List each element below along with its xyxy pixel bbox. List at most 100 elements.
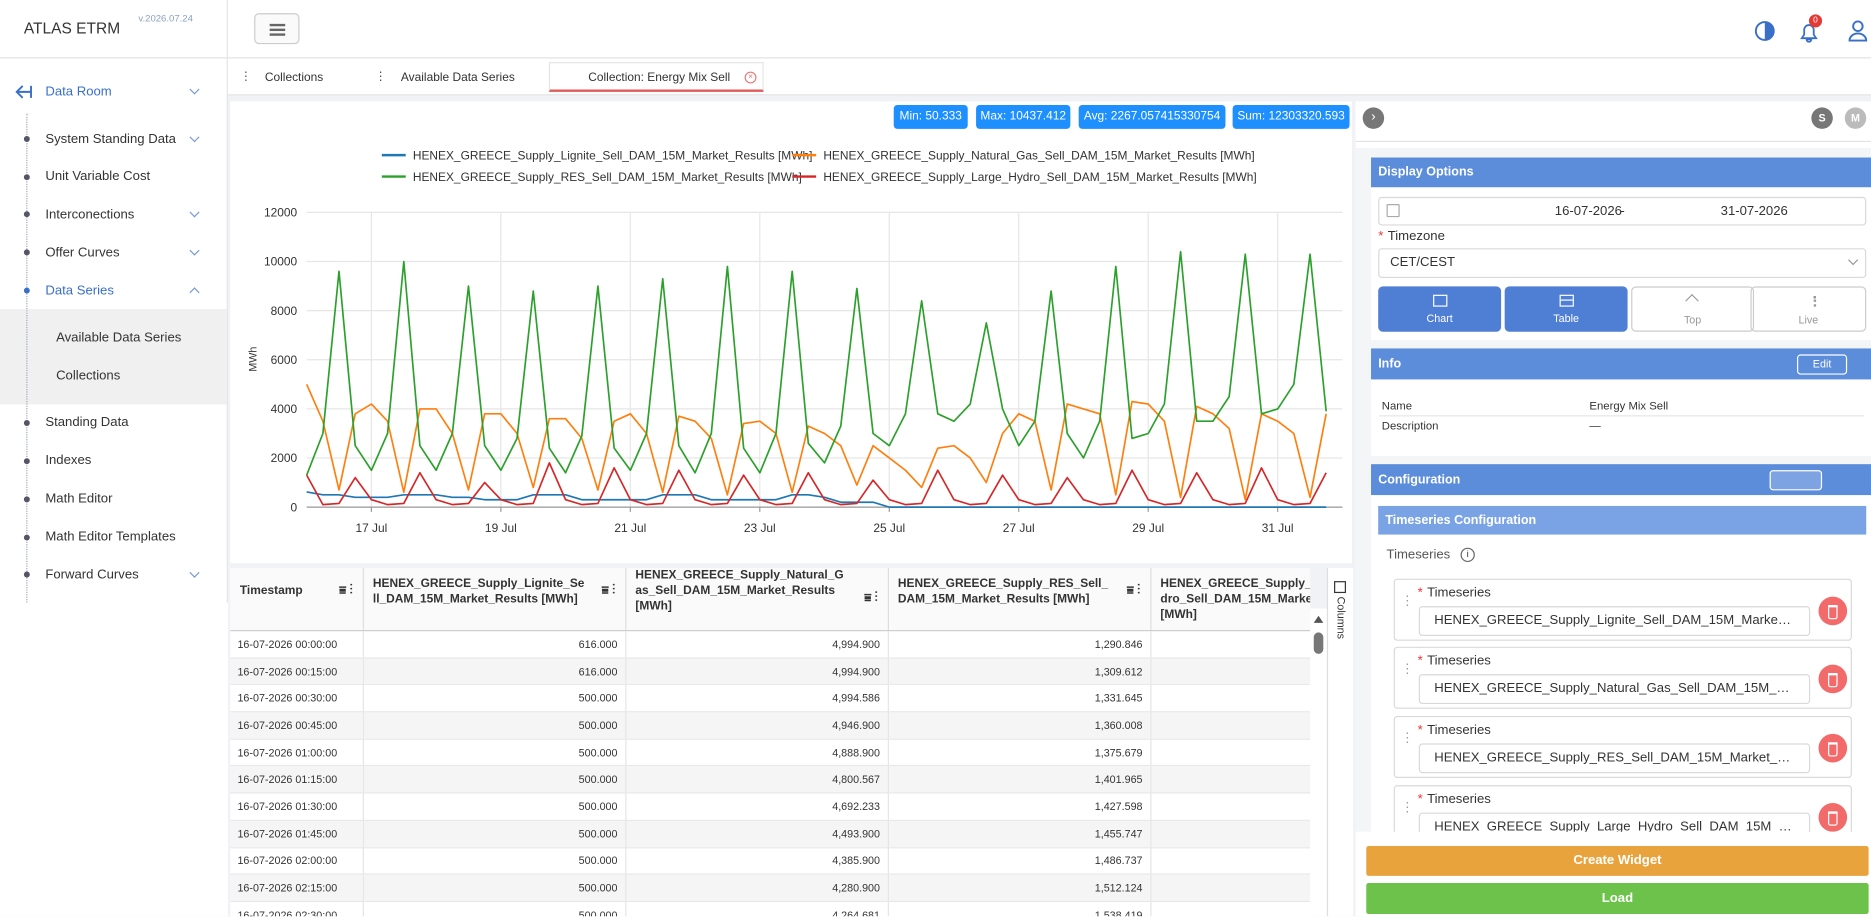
nav-item[interactable]: Math Editor: [45, 491, 113, 506]
config-toggle[interactable]: [1769, 470, 1823, 491]
table-cell: 16-07-2026 00:00:00: [230, 630, 364, 659]
header-text: HENEX_GREECE_Supply_Lignite_Sell_DAM_15M…: [372, 576, 585, 606]
nav-item[interactable]: Unit Variable Cost: [45, 169, 151, 184]
nav-item[interactable]: Interconections: [45, 207, 135, 222]
tab-bar: [227, 58, 1871, 96]
table-cell: 500.000: [362, 820, 626, 848]
legend-label[interactable]: HENEX_GREECE_Supply_Natural_Gas_Sell_DAM…: [823, 148, 1254, 162]
header-tools[interactable]: ⩸ ⋮: [1126, 584, 1141, 598]
header-tools[interactable]: ⩸ ⋮: [864, 591, 878, 605]
required-mark: *: [1417, 653, 1423, 669]
y-tick-label: 0: [290, 500, 297, 514]
nav-item[interactable]: Math Editor Templates: [45, 529, 176, 545]
required-mark: *: [1417, 792, 1423, 807]
tab-close[interactable]: ×: [744, 71, 757, 84]
view-button[interactable]: Table: [1504, 286, 1628, 332]
column-header[interactable]: HENEX_GREECE_Supply_Natural_Gas_Sell_DAM…: [625, 567, 889, 632]
section-header[interactable]: Info: [1371, 348, 1871, 380]
field-label: Timeseries: [1427, 723, 1491, 738]
info-label: Description: [1381, 420, 1439, 434]
bullet: [23, 211, 30, 218]
app-name: ATLAS ETRM: [23, 19, 121, 37]
delete-button[interactable]: [1818, 733, 1848, 763]
table-cell: 4,946.900: [625, 711, 889, 740]
scroll-thumb[interactable]: [1313, 632, 1324, 654]
edit-button[interactable]: Edit: [1797, 354, 1848, 375]
tab[interactable]: Collection: Energy Mix Sell: [588, 71, 731, 85]
header-tools[interactable]: ⩸ ⋮: [339, 584, 353, 598]
collapse-button[interactable]: ›: [1362, 107, 1385, 129]
bullet: [23, 174, 30, 181]
delete-button[interactable]: [1818, 803, 1848, 832]
table-cell: 16-07-2026 00:45:00: [230, 711, 364, 740]
drag-handle[interactable]: ⋮: [1400, 594, 1414, 609]
trash-icon: [1828, 672, 1838, 688]
subsection-header[interactable]: Timeseries Configuration: [1378, 505, 1867, 535]
nav-item[interactable]: Data Series: [45, 283, 114, 299]
scrollbar[interactable]: [1310, 608, 1327, 917]
drag-handle[interactable]: ⋮: [1400, 800, 1414, 815]
nav-item[interactable]: Forward Curves: [45, 567, 139, 583]
table-cell: 1,455.747: [887, 820, 1151, 848]
menu-button[interactable]: [254, 13, 300, 45]
table-cell: [1150, 765, 1311, 794]
drag-handle[interactable]: ⋮: [1400, 731, 1414, 746]
stat-badge: Avg: 2267.057415330754: [1078, 105, 1226, 129]
columns-panel[interactable]: Columns: [1326, 567, 1354, 917]
notifications[interactable]: [1800, 24, 1818, 43]
column-header[interactable]: HENEX_GREECE_Supply_Large_Hydro_Sell_DAM…: [1150, 567, 1311, 632]
load-button[interactable]: Load: [1366, 882, 1869, 915]
nav-item[interactable]: System Standing Data: [45, 132, 176, 147]
section-header[interactable]: Display Options: [1371, 157, 1871, 188]
active-tab[interactable]: [548, 62, 764, 92]
panel-scroll: Display Options 16-07-2026 - 31-07-2026 …: [1355, 147, 1871, 832]
delete-button[interactable]: [1818, 596, 1848, 626]
timeseries-select[interactable]: HENEX_GREECE_Supply_Large_Hydro_Sell_DAM…: [1418, 812, 1811, 832]
y-tick-label: 4000: [271, 402, 298, 416]
date-range[interactable]: [1378, 196, 1867, 226]
legend-label[interactable]: HENEX_GREECE_Supply_RES_Sell_DAM_15M_Mar…: [413, 170, 802, 184]
tab[interactable]: Collections: [264, 71, 324, 85]
timeseries-select[interactable]: HENEX_GREECE_Supply_RES_Sell_DAM_15M_Mar…: [1418, 743, 1811, 774]
user[interactable]: [1848, 20, 1868, 42]
table-cell: 1,290.846: [887, 630, 1151, 659]
timezone-select[interactable]: [1378, 248, 1867, 279]
sub-nav-item[interactable]: Available Data Series: [56, 330, 182, 345]
nav-item[interactable]: Indexes: [45, 453, 92, 468]
column-header[interactable]: Timestamp ⩸ ⋮: [230, 567, 364, 632]
date-separator: -: [1620, 204, 1625, 219]
drag-handle[interactable]: ⋮: [1400, 662, 1414, 677]
timeseries-select[interactable]: HENEX_GREECE_Supply_Lignite_Sell_DAM_15M…: [1418, 606, 1811, 636]
top-icons: [1754, 20, 1868, 43]
table-cell: 4,692.233: [625, 793, 889, 821]
table-cell: 16-07-2026 01:45:00: [230, 820, 364, 848]
tab[interactable]: Available Data Series: [400, 71, 515, 85]
timezone-value: CET/CEST: [1390, 255, 1456, 270]
sub-nav-item[interactable]: Collections: [56, 368, 121, 384]
nav-item[interactable]: Standing Data: [45, 415, 129, 430]
table-row: 16-07-2026 01:15:00 500.000 4,800.567 1,401…: [230, 765, 1311, 794]
view-button[interactable]: Top: [1631, 286, 1755, 332]
bullet: [23, 136, 30, 142]
legend-label[interactable]: HENEX_GREECE_Supply_Lignite_Sell_DAM_15M…: [413, 148, 813, 162]
y-tick-label: 8000: [271, 304, 298, 318]
theme-toggle[interactable]: [1754, 21, 1775, 41]
delete-button[interactable]: [1818, 664, 1848, 694]
header-tools[interactable]: ⩸ ⋮: [601, 584, 616, 598]
view-button[interactable]: Chart: [1378, 286, 1502, 332]
info-label: Name: [1381, 399, 1413, 413]
stat-badge: Max: 10437.412: [976, 105, 1071, 129]
legend-label[interactable]: HENEX_GREECE_Supply_Large_Hydro_Sell_DAM…: [823, 170, 1256, 184]
nav-item[interactable]: Offer Curves: [45, 245, 120, 261]
view-button[interactable]: Live: [1750, 286, 1867, 332]
table-cell: [1150, 684, 1311, 713]
section-title[interactable]: Data Room: [45, 84, 112, 100]
timeseries-select[interactable]: HENEX_GREECE_Supply_Natural_Gas_Sell_DAM…: [1418, 674, 1811, 705]
table-cell: 16-07-2026 00:30:00: [230, 684, 364, 713]
scroll-up[interactable]: [1313, 615, 1324, 623]
column-header[interactable]: HENEX_GREECE_Supply_RES_Sell_DAM_15M_Mar…: [887, 567, 1151, 632]
x-tick-label: 21 Jul: [614, 521, 646, 535]
column-header[interactable]: HENEX_GREECE_Supply_Lignite_Sell_DAM_15M…: [362, 567, 626, 632]
series-line: [306, 491, 1327, 508]
create-widget-button[interactable]: Create Widget: [1366, 846, 1869, 876]
